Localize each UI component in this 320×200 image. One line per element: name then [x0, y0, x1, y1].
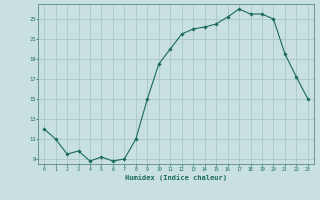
X-axis label: Humidex (Indice chaleur): Humidex (Indice chaleur)	[125, 175, 227, 181]
